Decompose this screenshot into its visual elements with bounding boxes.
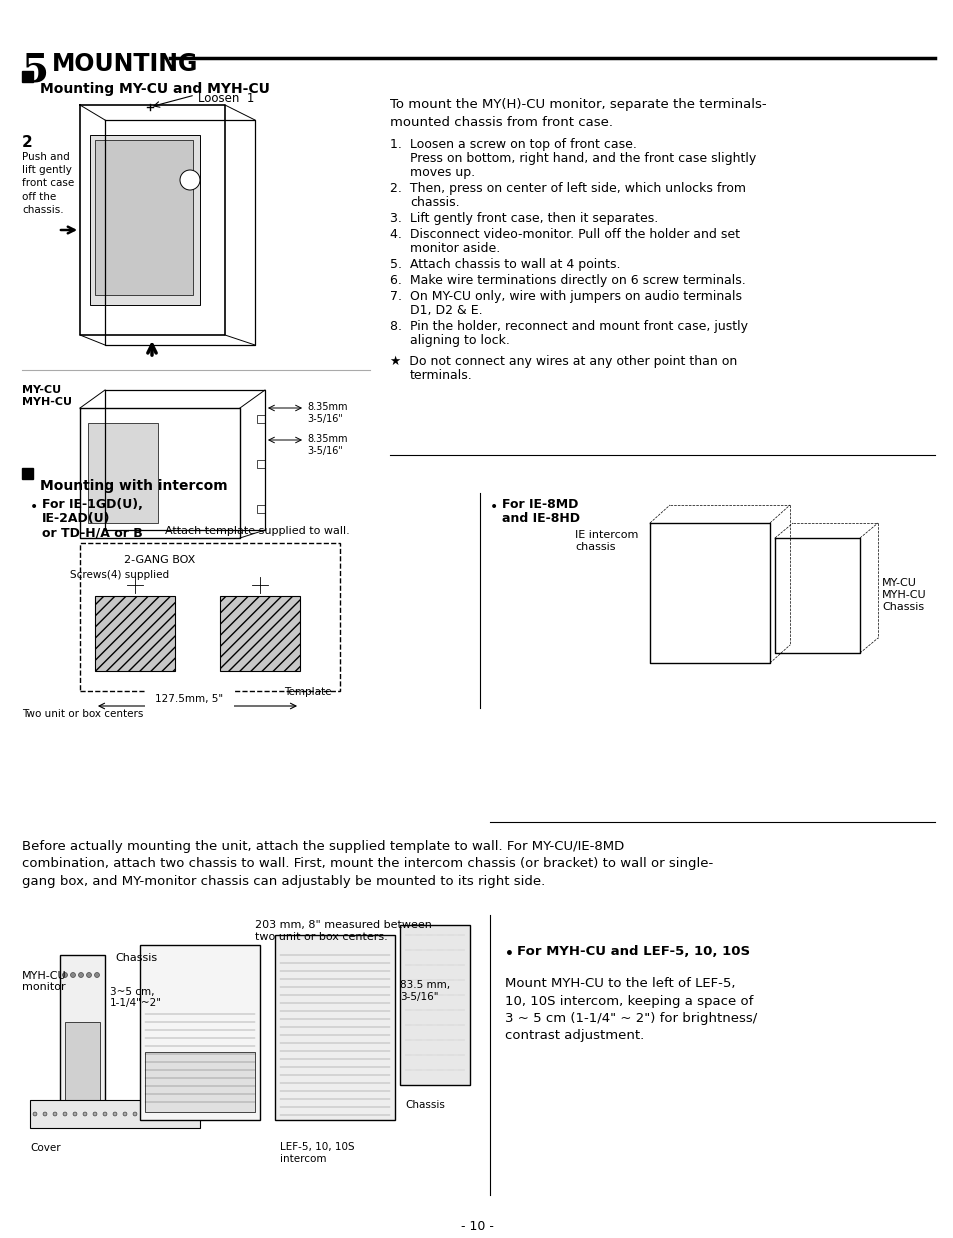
Text: IE intercom
chassis: IE intercom chassis xyxy=(575,530,638,552)
Circle shape xyxy=(71,973,75,978)
Bar xyxy=(30,1101,200,1128)
Text: Screws(4) supplied: Screws(4) supplied xyxy=(70,569,169,579)
Bar xyxy=(65,1023,100,1102)
Text: Press on bottom, right hand, and the front case slightly: Press on bottom, right hand, and the fro… xyxy=(410,152,756,165)
Text: or TD-H/A or B: or TD-H/A or B xyxy=(42,526,143,539)
Text: 5: 5 xyxy=(22,52,49,90)
Text: 1-1/4"~2": 1-1/4"~2" xyxy=(110,998,162,1008)
Text: monitor: monitor xyxy=(22,982,66,992)
Text: Loosen  1: Loosen 1 xyxy=(198,92,254,105)
Text: MY-CU
MYH-CU: MY-CU MYH-CU xyxy=(22,385,71,406)
Text: 4.  Disconnect video-monitor. Pull off the holder and set: 4. Disconnect video-monitor. Pull off th… xyxy=(390,228,740,241)
Text: 2.  Then, press on center of left side, which unlocks from: 2. Then, press on center of left side, w… xyxy=(390,182,745,196)
Text: For IE-1GD(U),: For IE-1GD(U), xyxy=(42,498,143,511)
Text: 8.  Pin the holder, reconnect and mount front case, justly: 8. Pin the holder, reconnect and mount f… xyxy=(390,319,747,333)
Circle shape xyxy=(152,1112,157,1115)
Bar xyxy=(140,945,260,1120)
Circle shape xyxy=(78,973,84,978)
Bar xyxy=(274,935,395,1120)
Text: 83.5 mm,
3-5/16": 83.5 mm, 3-5/16" xyxy=(399,980,450,1002)
Bar xyxy=(399,925,470,1084)
Circle shape xyxy=(73,1112,77,1115)
Bar xyxy=(220,595,299,671)
Text: 2-GANG BOX: 2-GANG BOX xyxy=(124,555,195,565)
Text: MY-CU
MYH-CU
Chassis: MY-CU MYH-CU Chassis xyxy=(882,578,925,612)
Circle shape xyxy=(94,973,99,978)
Text: aligning to lock.: aligning to lock. xyxy=(410,334,509,347)
Circle shape xyxy=(123,1112,127,1115)
Circle shape xyxy=(53,1112,57,1115)
Text: •: • xyxy=(490,500,497,514)
Circle shape xyxy=(63,1112,67,1115)
Circle shape xyxy=(112,1112,117,1115)
Bar xyxy=(90,135,200,305)
Text: Mounting MY-CU and MYH-CU: Mounting MY-CU and MYH-CU xyxy=(40,82,270,97)
Text: Mounting with intercom: Mounting with intercom xyxy=(40,479,228,493)
Text: •: • xyxy=(30,500,38,514)
Text: For MYH-CU and LEF-5, 10, 10S: For MYH-CU and LEF-5, 10, 10S xyxy=(517,945,749,958)
Text: moves up.: moves up. xyxy=(410,166,475,180)
Circle shape xyxy=(83,1112,87,1115)
Circle shape xyxy=(103,1112,107,1115)
Text: Attach template supplied to wall.: Attach template supplied to wall. xyxy=(165,526,350,536)
Bar xyxy=(22,468,33,479)
Text: Chassis: Chassis xyxy=(115,953,157,963)
Text: Template: Template xyxy=(284,687,332,697)
Circle shape xyxy=(183,1112,187,1115)
Bar xyxy=(88,423,158,522)
Text: 5.  Attach chassis to wall at 4 points.: 5. Attach chassis to wall at 4 points. xyxy=(390,258,619,271)
Text: Cover: Cover xyxy=(30,1143,61,1153)
Text: terminals.: terminals. xyxy=(410,369,473,383)
Text: 8.35mm
3-5/16": 8.35mm 3-5/16" xyxy=(307,402,347,423)
Circle shape xyxy=(87,973,91,978)
Circle shape xyxy=(92,1112,97,1115)
Bar xyxy=(60,954,105,1110)
Text: MYH-CU: MYH-CU xyxy=(22,971,67,980)
Bar xyxy=(256,505,265,513)
Text: and IE-8HD: and IE-8HD xyxy=(501,513,579,525)
Circle shape xyxy=(180,170,200,189)
Circle shape xyxy=(172,1112,177,1115)
Circle shape xyxy=(43,1112,47,1115)
Text: MOUNTING: MOUNTING xyxy=(52,52,198,76)
Text: Mount MYH-CU to the left of LEF-5,
10, 10S intercom, keeping a space of
3 ~ 5 cm: Mount MYH-CU to the left of LEF-5, 10, 1… xyxy=(504,977,757,1042)
Circle shape xyxy=(163,1112,167,1115)
Text: 2: 2 xyxy=(22,135,32,150)
Bar xyxy=(256,415,265,423)
Text: 1.  Loosen a screw on top of front case.: 1. Loosen a screw on top of front case. xyxy=(390,137,637,151)
Text: D1, D2 & E.: D1, D2 & E. xyxy=(410,305,482,317)
Text: chassis.: chassis. xyxy=(410,196,459,209)
Text: For IE-8MD: For IE-8MD xyxy=(501,498,578,511)
Circle shape xyxy=(33,1112,37,1115)
Bar xyxy=(95,595,174,671)
Text: To mount the MY(H)-CU monitor, separate the terminals-
mounted chassis from fron: To mount the MY(H)-CU monitor, separate … xyxy=(390,98,766,129)
Text: Before actually mounting the unit, attach the supplied template to wall. For MY-: Before actually mounting the unit, attac… xyxy=(22,841,713,888)
Text: LEF-5, 10, 10S: LEF-5, 10, 10S xyxy=(280,1141,355,1153)
Bar xyxy=(80,543,339,691)
Bar xyxy=(22,71,33,82)
Text: - 10 -: - 10 - xyxy=(460,1219,493,1233)
Circle shape xyxy=(63,973,68,978)
Text: Push and
lift gently
front case
off the
chassis.: Push and lift gently front case off the … xyxy=(22,152,74,215)
Circle shape xyxy=(132,1112,137,1115)
Bar xyxy=(256,461,265,468)
Text: 203 mm, 8" measured between
two unit or box centers.: 203 mm, 8" measured between two unit or … xyxy=(254,920,432,942)
Text: 3~5 cm,: 3~5 cm, xyxy=(110,987,154,997)
Text: IE-2AD(U): IE-2AD(U) xyxy=(42,513,111,525)
Text: Chassis: Chassis xyxy=(405,1101,444,1110)
Text: Two unit or box centers: Two unit or box centers xyxy=(22,709,143,719)
Text: 7.  On MY-CU only, wire with jumpers on audio terminals: 7. On MY-CU only, wire with jumpers on a… xyxy=(390,290,741,303)
Text: 127.5mm, 5": 127.5mm, 5" xyxy=(154,695,223,704)
Bar xyxy=(145,1052,254,1112)
Text: intercom: intercom xyxy=(280,1154,326,1164)
Circle shape xyxy=(143,1112,147,1115)
Text: 8.35mm
3-5/16": 8.35mm 3-5/16" xyxy=(307,435,347,456)
Bar xyxy=(95,140,193,295)
Text: monitor aside.: monitor aside. xyxy=(410,241,499,255)
Text: •: • xyxy=(504,947,514,961)
Text: 3.  Lift gently front case, then it separates.: 3. Lift gently front case, then it separ… xyxy=(390,212,658,225)
Text: ★  Do not connect any wires at any other point than on: ★ Do not connect any wires at any other … xyxy=(390,355,737,368)
Text: 6.  Make wire terminations directly on 6 screw terminals.: 6. Make wire terminations directly on 6 … xyxy=(390,274,745,287)
